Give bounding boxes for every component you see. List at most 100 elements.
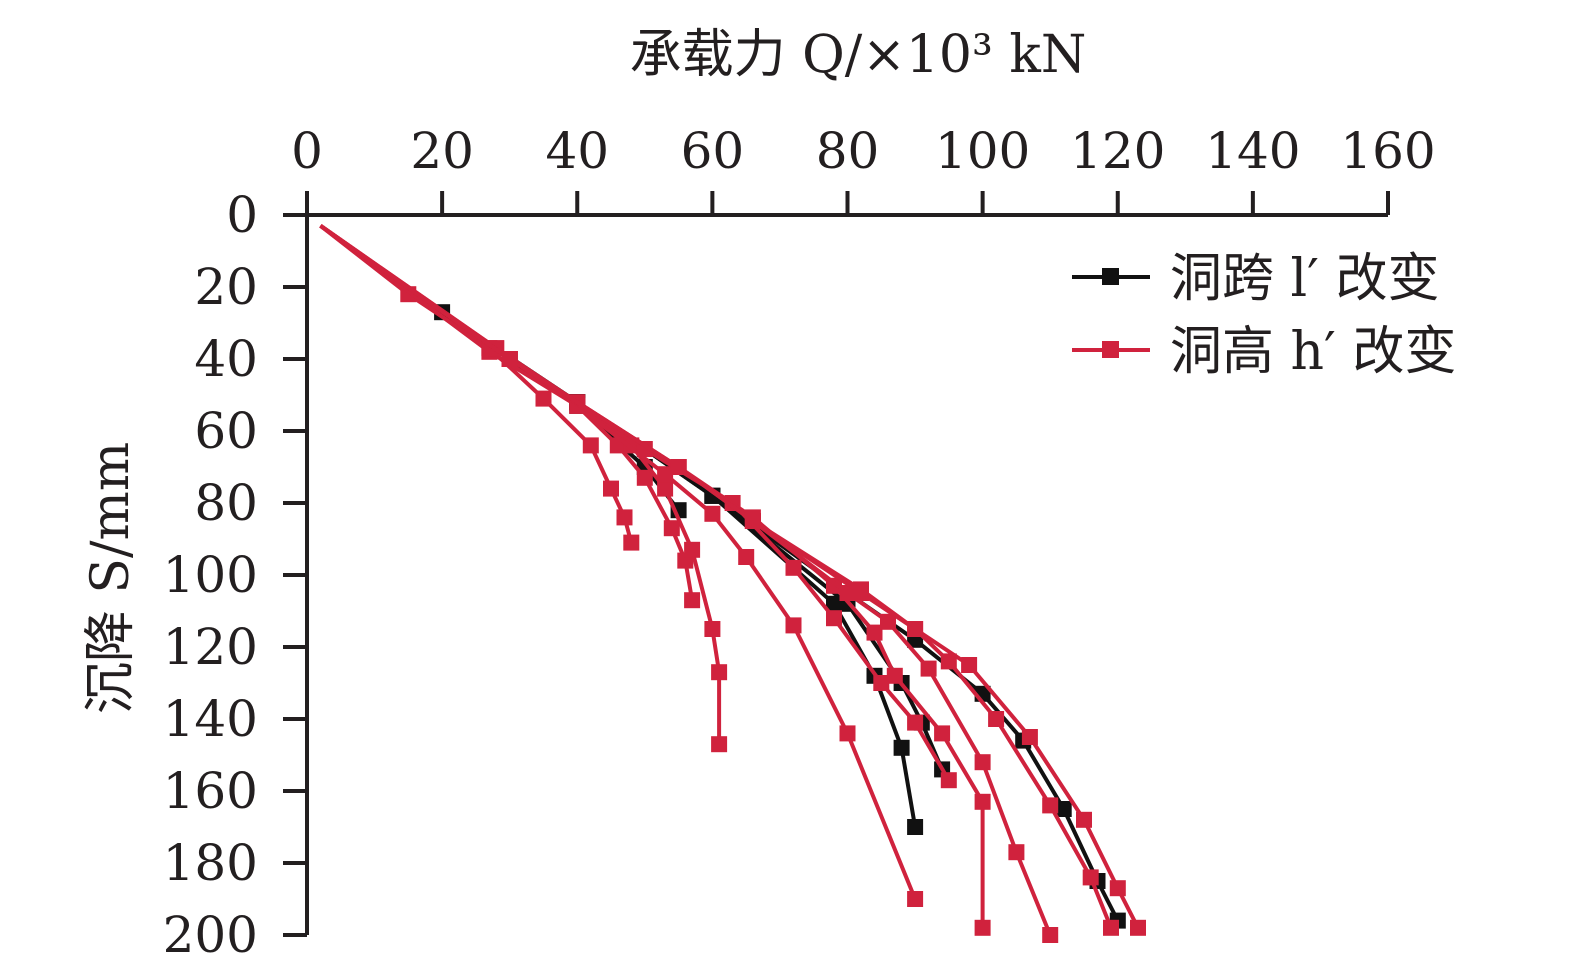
- data-point: [988, 711, 1005, 727]
- series-6: [319, 224, 728, 753]
- data-point: [1130, 919, 1146, 936]
- y-axis-title: 沉降 S/mm: [81, 442, 141, 714]
- data-point: [974, 793, 991, 810]
- data-point: [603, 480, 619, 497]
- data-point: [886, 667, 903, 684]
- data-point: [1082, 869, 1099, 886]
- data-point: [1076, 811, 1092, 828]
- x-tick-label: 120: [1070, 122, 1165, 180]
- y-tick-label: 60: [194, 402, 258, 460]
- series-5: [319, 224, 701, 609]
- data-point: [893, 739, 910, 756]
- y-tick-label: 40: [194, 330, 258, 388]
- series-line: [319, 224, 1140, 929]
- series-line: [319, 224, 917, 900]
- data-point: [907, 891, 924, 907]
- y-tick-label: 0: [226, 186, 258, 244]
- data-point: [1042, 797, 1059, 814]
- data-point: [1008, 844, 1025, 861]
- data-point: [920, 660, 937, 677]
- legend-marker-height: [1102, 341, 1119, 358]
- series-line: [319, 224, 951, 782]
- x-tick-label: 80: [816, 122, 880, 180]
- legend: 洞跨 l′ 改变 洞高 h′ 改变: [1072, 249, 1456, 382]
- series-4: [319, 224, 640, 551]
- axes: 0 20 40 60 80 100 120 140 160 0 20 40 60 80 100 120 140 1…: [163, 122, 1436, 964]
- data-point: [934, 725, 951, 742]
- x-tick-label: 40: [545, 122, 609, 180]
- series-layer: [319, 224, 1146, 943]
- data-point: [785, 559, 802, 576]
- data-point: [1055, 801, 1072, 817]
- series-7: [319, 224, 924, 907]
- y-tick-label: 160: [163, 762, 258, 820]
- y-tick-label: 140: [163, 690, 258, 748]
- legend-entry-span: 洞跨 l′ 改变: [1072, 249, 1440, 309]
- data-point: [940, 772, 957, 789]
- legend-marker-span: [1102, 268, 1119, 285]
- data-point: [839, 725, 856, 742]
- series-9: [319, 224, 991, 936]
- series-1: [440, 310, 924, 835]
- data-point: [873, 675, 890, 691]
- series-line: [319, 224, 634, 544]
- x-tick-label: 20: [410, 122, 474, 180]
- data-point: [853, 581, 869, 598]
- y-tick-label: 200: [163, 906, 258, 964]
- series-line: [319, 224, 1053, 936]
- data-point: [1109, 880, 1126, 897]
- legend-label-height: 洞高 h′ 改变: [1170, 322, 1456, 382]
- data-point: [880, 613, 896, 630]
- series-8: [319, 224, 957, 789]
- x-tick-label: 60: [681, 122, 745, 180]
- y-tick-label: 120: [163, 618, 258, 676]
- series-line: [319, 224, 1113, 929]
- x-axis-title: 承载力 Q/×10³ kN: [630, 25, 1087, 85]
- x-tick-label: 0: [291, 122, 323, 180]
- series-line: [440, 310, 918, 828]
- data-point: [582, 437, 599, 454]
- x-tick-label: 100: [935, 122, 1030, 180]
- series-11: [319, 224, 1119, 936]
- data-point: [907, 819, 924, 835]
- data-point: [623, 534, 640, 551]
- data-point: [826, 610, 842, 627]
- data-point: [974, 754, 991, 771]
- data-point: [670, 459, 687, 475]
- data-point: [1021, 729, 1038, 745]
- data-point: [704, 505, 721, 522]
- data-point: [535, 390, 552, 407]
- legend-entry-height: 洞高 h′ 改变: [1072, 322, 1456, 382]
- data-point: [616, 509, 633, 526]
- data-point: [501, 351, 518, 367]
- data-point: [711, 736, 728, 753]
- data-point: [974, 919, 991, 936]
- data-point: [636, 469, 653, 486]
- data-point: [961, 657, 978, 673]
- series-12: [319, 224, 1146, 936]
- data-point: [1042, 927, 1059, 943]
- data-point: [684, 592, 701, 609]
- data-point: [866, 624, 883, 641]
- data-point: [657, 466, 674, 483]
- data-point: [907, 714, 924, 731]
- data-point: [744, 513, 761, 529]
- series-line: [440, 310, 944, 771]
- data-point: [785, 617, 802, 634]
- data-point: [826, 595, 842, 612]
- legend-label-span: 洞跨 l′ 改变: [1170, 249, 1440, 309]
- data-point: [1103, 919, 1119, 936]
- y-tick-label: 80: [194, 474, 258, 532]
- y-tick-label: 20: [194, 258, 258, 316]
- data-point: [684, 541, 701, 558]
- y-tick-label: 100: [163, 546, 258, 604]
- data-point: [657, 480, 674, 497]
- data-point: [704, 621, 721, 637]
- data-point: [738, 549, 755, 565]
- data-point: [663, 520, 680, 537]
- data-point: [711, 664, 728, 681]
- y-tick-label: 180: [163, 834, 258, 892]
- data-point: [940, 653, 957, 670]
- data-point: [907, 621, 924, 637]
